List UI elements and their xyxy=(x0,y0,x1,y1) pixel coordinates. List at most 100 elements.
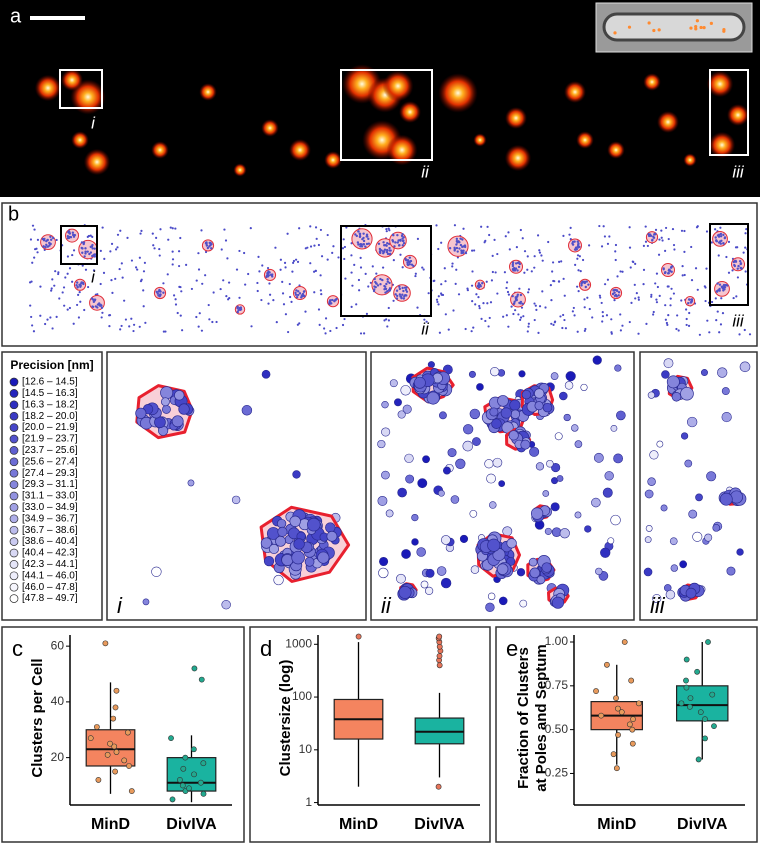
localization xyxy=(437,489,445,497)
outlier xyxy=(436,662,443,669)
localization xyxy=(652,593,662,604)
legend-label: [25.6 – 27.4] xyxy=(22,456,78,467)
localization xyxy=(325,522,336,533)
localization xyxy=(136,268,139,271)
localization xyxy=(381,427,391,437)
localization xyxy=(576,240,579,243)
localization xyxy=(507,293,510,296)
localization xyxy=(473,249,476,252)
cell-outline xyxy=(602,12,746,42)
inset-spot xyxy=(652,28,656,33)
localization xyxy=(49,316,52,319)
localization xyxy=(158,254,161,257)
localization xyxy=(561,326,564,330)
fluorescence-spot xyxy=(504,144,532,172)
localization xyxy=(578,255,581,258)
localization xyxy=(36,238,40,241)
localization xyxy=(304,556,315,567)
localization xyxy=(425,586,434,596)
localization xyxy=(294,293,298,297)
legend-label: [29.3 – 31.1] xyxy=(22,479,78,490)
localization xyxy=(466,289,469,292)
localization xyxy=(684,459,693,468)
localization xyxy=(158,293,162,296)
localization xyxy=(685,308,688,311)
localization xyxy=(164,330,167,333)
localization xyxy=(205,244,209,247)
localization xyxy=(650,295,653,298)
data-point xyxy=(95,777,102,783)
data-point xyxy=(695,756,702,763)
fluorescence-spot xyxy=(399,101,421,123)
data-point xyxy=(678,700,685,707)
localization xyxy=(716,310,719,313)
legend-swatch xyxy=(9,491,19,501)
outlier xyxy=(191,665,198,672)
localization xyxy=(83,308,86,312)
localization xyxy=(588,307,591,311)
localization xyxy=(99,249,102,252)
localization xyxy=(378,247,382,251)
localization xyxy=(685,587,697,599)
localization xyxy=(190,287,194,291)
legend-label: [21.9 – 23.7] xyxy=(22,434,78,445)
localization xyxy=(50,289,53,292)
localization xyxy=(719,242,723,245)
fluorescence-spot xyxy=(643,73,661,91)
localization xyxy=(453,224,457,227)
localization xyxy=(376,284,380,287)
localization xyxy=(617,291,621,294)
localization xyxy=(397,487,407,498)
localization xyxy=(258,270,261,273)
localization xyxy=(51,327,54,330)
localization xyxy=(132,329,135,333)
y-tick-label: 10 xyxy=(299,742,313,756)
localization xyxy=(357,243,360,246)
localization xyxy=(695,226,699,229)
localization xyxy=(514,262,518,265)
localization xyxy=(675,327,678,331)
localization xyxy=(103,257,106,260)
localization xyxy=(731,269,734,272)
localization xyxy=(241,405,253,416)
localization xyxy=(474,303,477,306)
localization xyxy=(398,287,402,291)
localization xyxy=(669,304,672,307)
localization xyxy=(39,285,42,288)
localization xyxy=(649,450,659,460)
localization xyxy=(408,256,412,259)
localization xyxy=(398,244,401,247)
localization xyxy=(726,566,736,576)
localization xyxy=(658,238,661,241)
localization xyxy=(178,285,181,288)
localization xyxy=(610,318,613,321)
localization xyxy=(613,294,617,297)
data-point xyxy=(197,779,204,786)
legend-label: [12.6 – 14.5] xyxy=(22,377,78,388)
localization xyxy=(719,226,722,229)
localization xyxy=(576,330,579,333)
localization xyxy=(292,261,295,264)
fluorescence-spot xyxy=(233,163,247,177)
localization xyxy=(502,315,505,318)
localization xyxy=(181,329,184,332)
x-tick-label: DivIVA xyxy=(166,816,217,833)
localization xyxy=(231,495,241,505)
localization xyxy=(46,318,49,321)
localization xyxy=(455,243,458,246)
localization xyxy=(362,243,365,246)
localization xyxy=(648,233,652,236)
localization xyxy=(686,416,698,428)
localization xyxy=(542,402,553,413)
localization xyxy=(714,297,717,300)
localization xyxy=(404,258,408,262)
localization xyxy=(716,234,720,237)
localization xyxy=(456,241,459,244)
localization xyxy=(195,315,198,319)
localization xyxy=(283,261,287,265)
localization xyxy=(385,250,389,254)
legend-label: [44.1 – 46.0] xyxy=(22,570,78,581)
localization xyxy=(31,261,34,264)
y-tick-label: 0.50 xyxy=(545,722,569,736)
localization xyxy=(715,290,719,293)
